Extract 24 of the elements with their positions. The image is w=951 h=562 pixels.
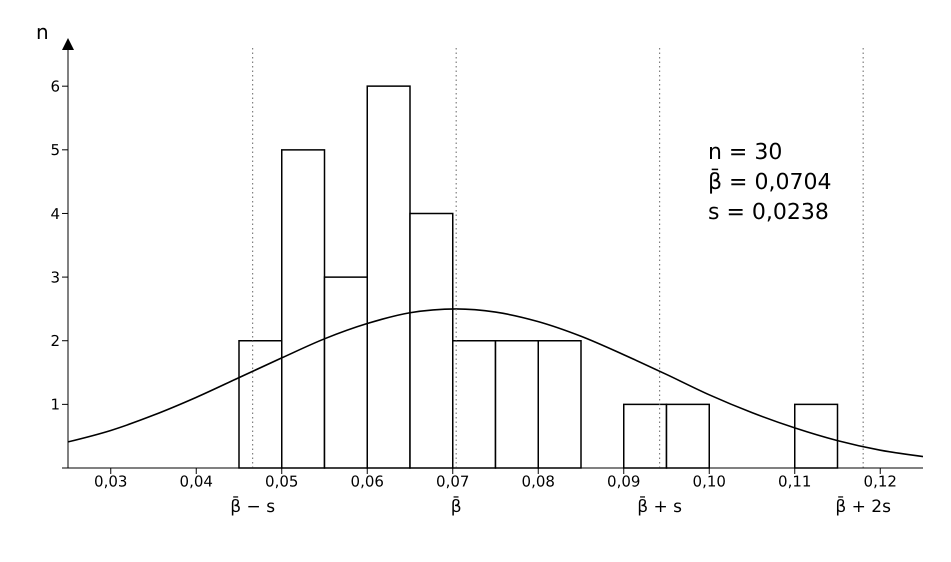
x-tick-label: 0,09	[607, 472, 640, 491]
y-axis-title: n	[36, 20, 49, 44]
ref-line-label: β̄ − s	[230, 496, 276, 517]
y-tick-label: 6	[50, 78, 60, 96]
y-tick-label: 5	[50, 141, 60, 160]
x-tick-label: 0,05	[265, 472, 298, 491]
y-tick-label: 1	[50, 396, 60, 414]
annotation: n = 30	[708, 139, 784, 167]
annotation: s = 0,0238	[708, 199, 830, 227]
annotation: β̄ = 0,0704	[708, 168, 832, 197]
ref-line-label: β̄ + 2s	[835, 496, 892, 517]
x-tick-label: 0,11	[778, 472, 812, 491]
y-tick-label: 4	[50, 204, 60, 223]
x-tick-label: 0,07	[436, 472, 470, 491]
ref-line-label: β̄	[450, 496, 462, 517]
x-tick-label: 0,04	[180, 472, 213, 491]
x-tick-label: 0,10	[692, 472, 726, 491]
x-tick-label: 0,08	[522, 472, 555, 491]
x-tick-label: 0,06	[350, 472, 384, 491]
x-tick-label: 0,12	[864, 472, 897, 491]
y-tick-label: 3	[50, 268, 60, 286]
ref-line-label: β̄ + s	[637, 496, 682, 517]
x-tick-label: 0,03	[94, 472, 128, 491]
y-tick-label: 2	[50, 332, 60, 350]
